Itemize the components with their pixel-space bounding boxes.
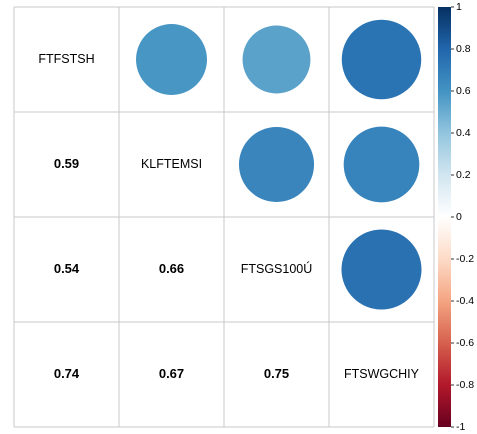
colorbar-tick-label: 0.4 (456, 127, 471, 139)
correlation-value: 0.59 (54, 156, 79, 171)
colorbar-tick-label: -0.4 (456, 295, 474, 307)
colorbar-tick-label: -0.2 (456, 253, 474, 265)
correlation-value: 0.67 (159, 366, 184, 381)
correlation-circle (341, 229, 422, 310)
colorbar-tick-label: 0 (456, 211, 462, 223)
colorbar-tick-label: 1 (456, 1, 462, 13)
variable-label: KLFTEMSI (141, 157, 202, 171)
colorbar-tick-label: -0.8 (456, 379, 474, 391)
variable-label: FTSGS100Ú (241, 261, 313, 276)
correlation-circle (242, 25, 311, 94)
colorbar-tick-label: 0.2 (456, 169, 471, 181)
colorbar-tick-label: 0.8 (456, 43, 471, 55)
correlation-circle (343, 126, 420, 203)
colorbar-tick-label: 0.6 (456, 85, 471, 97)
correlation-value: 0.54 (54, 261, 80, 276)
correlation-value: 0.74 (54, 366, 80, 381)
correlation-circle (238, 126, 315, 203)
colorbar (438, 7, 451, 427)
variable-label: FTFSTSH (38, 52, 94, 66)
colorbar-tick-label: -1 (456, 421, 465, 433)
colorbar-tick-label: -0.6 (456, 337, 474, 349)
correlation-value: 0.66 (159, 261, 184, 276)
correlation-value: 0.75 (264, 366, 289, 381)
correlation-circle (136, 24, 207, 95)
correlation-circle (341, 19, 422, 100)
variable-label: FTSWGCHIY (344, 367, 420, 381)
